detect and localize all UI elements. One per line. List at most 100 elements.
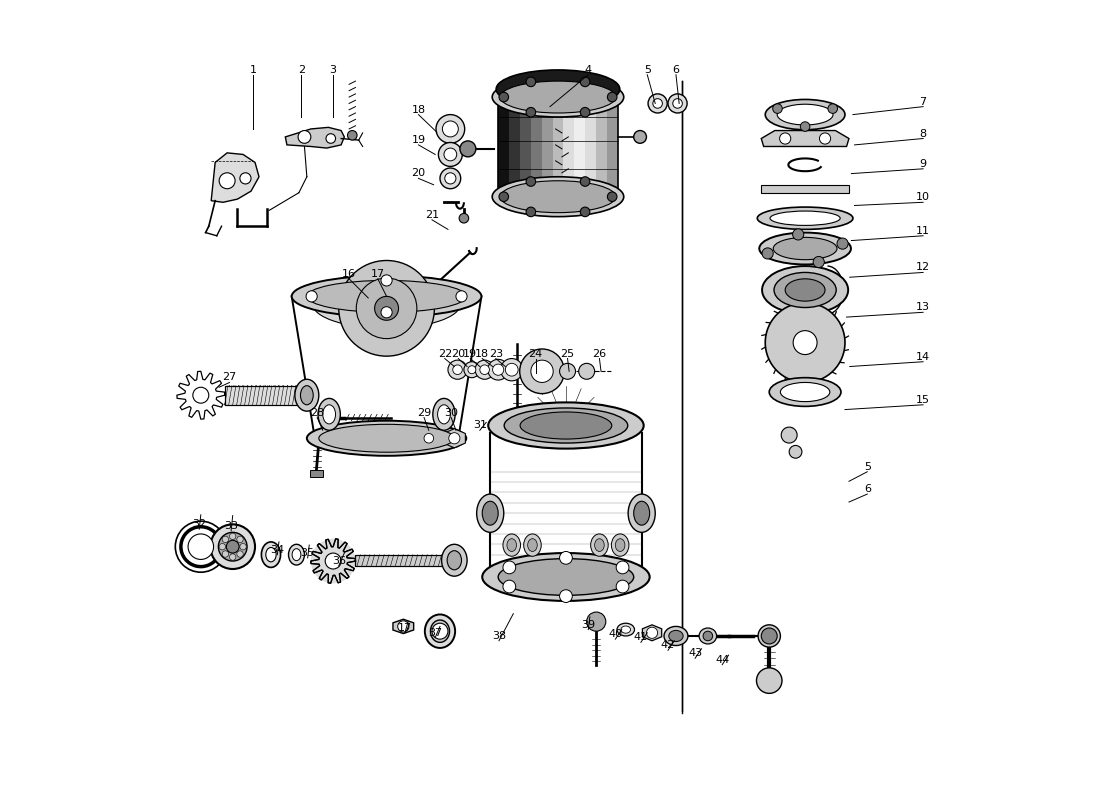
Ellipse shape (524, 534, 541, 556)
Circle shape (781, 427, 798, 443)
Text: 20: 20 (451, 349, 465, 358)
Circle shape (560, 551, 572, 564)
Text: 39: 39 (581, 619, 595, 630)
Bar (552, 97, 563, 197)
Polygon shape (443, 429, 465, 448)
Circle shape (793, 229, 804, 240)
Circle shape (648, 94, 668, 113)
Circle shape (526, 77, 536, 86)
Ellipse shape (759, 233, 851, 265)
Circle shape (828, 104, 837, 114)
Ellipse shape (766, 99, 845, 130)
Circle shape (607, 192, 617, 202)
Text: 31: 31 (473, 420, 487, 430)
Circle shape (487, 359, 508, 380)
Circle shape (375, 296, 398, 320)
Ellipse shape (482, 502, 498, 525)
Ellipse shape (617, 623, 635, 636)
Bar (563, 97, 574, 197)
Circle shape (780, 133, 791, 144)
Ellipse shape (500, 181, 616, 213)
Circle shape (326, 134, 336, 143)
Ellipse shape (318, 398, 340, 430)
Text: 11: 11 (916, 226, 931, 236)
Ellipse shape (669, 630, 683, 642)
Ellipse shape (785, 279, 825, 301)
Text: 43: 43 (688, 648, 702, 658)
Ellipse shape (520, 412, 612, 439)
Ellipse shape (762, 266, 848, 314)
Circle shape (616, 580, 629, 593)
Text: 3: 3 (330, 65, 337, 74)
Polygon shape (642, 625, 662, 641)
Bar (498, 97, 618, 197)
Bar (607, 97, 618, 197)
Ellipse shape (492, 77, 624, 117)
Ellipse shape (621, 626, 630, 633)
Circle shape (210, 524, 255, 569)
Ellipse shape (769, 378, 842, 406)
Text: 44: 44 (715, 654, 729, 665)
Ellipse shape (292, 276, 482, 317)
Text: 34: 34 (271, 545, 285, 554)
Circle shape (455, 290, 468, 302)
Ellipse shape (266, 547, 276, 562)
Ellipse shape (307, 421, 466, 456)
Ellipse shape (595, 538, 604, 551)
Circle shape (500, 358, 522, 381)
Bar (585, 97, 596, 197)
Text: 41: 41 (634, 632, 648, 642)
Circle shape (440, 168, 461, 189)
Ellipse shape (432, 398, 455, 430)
Circle shape (381, 275, 393, 286)
Circle shape (634, 130, 647, 143)
Text: 12: 12 (916, 262, 931, 273)
Circle shape (820, 133, 830, 144)
Circle shape (652, 98, 662, 108)
Circle shape (581, 77, 590, 86)
Circle shape (444, 173, 455, 184)
Circle shape (526, 107, 536, 117)
Circle shape (236, 536, 243, 542)
Circle shape (326, 553, 341, 569)
Circle shape (505, 363, 518, 376)
Bar (531, 97, 541, 197)
Ellipse shape (293, 549, 301, 561)
Ellipse shape (476, 494, 504, 532)
Text: 23: 23 (488, 349, 503, 358)
Circle shape (475, 360, 494, 379)
Circle shape (311, 538, 355, 583)
Text: 42: 42 (661, 640, 675, 650)
Circle shape (432, 623, 448, 639)
Ellipse shape (703, 631, 713, 641)
Ellipse shape (774, 273, 836, 307)
Circle shape (236, 551, 243, 558)
Bar (310, 470, 322, 477)
Ellipse shape (591, 534, 608, 556)
Circle shape (222, 551, 229, 558)
Circle shape (499, 192, 508, 202)
Ellipse shape (430, 620, 450, 642)
Circle shape (356, 278, 417, 338)
Circle shape (766, 302, 845, 382)
Ellipse shape (488, 402, 644, 449)
Text: 38: 38 (492, 630, 506, 641)
Ellipse shape (322, 405, 335, 424)
Text: 40: 40 (608, 629, 623, 639)
Polygon shape (211, 153, 258, 202)
Text: 7: 7 (920, 97, 926, 106)
Text: 15: 15 (916, 394, 931, 405)
Circle shape (227, 540, 239, 553)
Circle shape (436, 114, 464, 143)
Circle shape (240, 543, 246, 550)
Ellipse shape (500, 81, 616, 113)
Ellipse shape (612, 534, 629, 556)
Circle shape (762, 248, 773, 259)
Circle shape (348, 130, 358, 140)
Text: 24: 24 (528, 349, 542, 358)
Circle shape (381, 306, 393, 318)
Circle shape (230, 533, 235, 539)
Ellipse shape (497, 78, 618, 112)
Bar (509, 97, 520, 197)
Circle shape (439, 142, 462, 166)
